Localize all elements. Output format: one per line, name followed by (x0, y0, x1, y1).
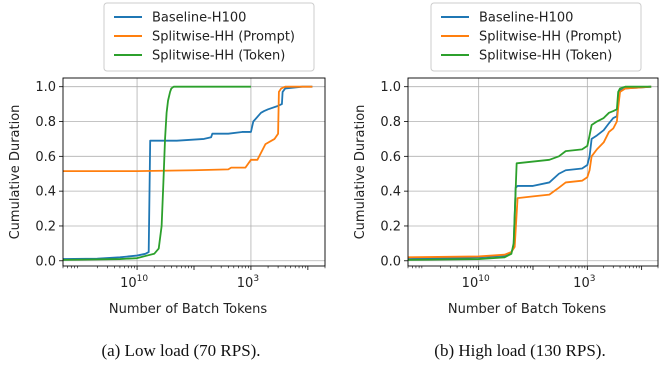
legend-label: Splitwise-HH (Token) (479, 49, 612, 64)
legend-box (103, 2, 315, 72)
y-tick-label: 0.6 (35, 150, 56, 165)
y-tick-label: 0.2 (35, 219, 56, 234)
series-line-splitwise-hh-token (408, 85, 652, 261)
plot-frame (407, 77, 659, 267)
legend-label: Baseline-H100 (152, 11, 246, 26)
x-tick-label: 103 (237, 274, 259, 291)
x-tick-label: 103 (573, 274, 595, 291)
series-line-splitwise-hh-prompt (63, 85, 313, 173)
legend: Baseline-H100 Splitwise-HH (Prompt) Splitw… (430, 2, 642, 72)
legend-label: Baseline-H100 (479, 11, 573, 26)
x-axis-label: Number of Batch Tokens (448, 302, 607, 317)
legend-label: Splitwise-HH (Prompt) (152, 30, 295, 45)
chart-panel-right: 0.0 0.2 0.4 0.6 0.8 1.0 1010 103 Number of Batch… (353, 2, 659, 360)
legend: Baseline-H100 Splitwise-HH (Prompt) Splitw… (103, 2, 315, 72)
plot-frame (62, 77, 326, 267)
series-line-baseline-h100 (408, 85, 652, 260)
y-tick-label: 0.2 (380, 219, 401, 234)
legend-label: Splitwise-HH (Token) (152, 49, 285, 64)
y-axis-label: Cumulative Duration (353, 105, 368, 240)
x-tick-label: 1010 (120, 274, 148, 291)
legend-label: Splitwise-HH (Prompt) (479, 30, 622, 45)
legend-box (430, 2, 642, 72)
y-axis-label: Cumulative Duration (8, 105, 23, 240)
x-axis-label: Number of Batch Tokens (109, 302, 268, 317)
x-tick-label: 1010 (462, 274, 490, 291)
y-tick-label: 0.4 (380, 185, 401, 200)
y-tick-label: 0.0 (380, 254, 401, 269)
series-line-baseline-h100 (63, 85, 313, 260)
series-line-splitwise-hh-prompt (408, 85, 652, 259)
y-tick-label: 1.0 (380, 80, 401, 95)
y-tick-label: 0.4 (35, 185, 56, 200)
chart-panel-left: 0.0 0.2 0.4 0.6 0.8 1.0 1010 103 Number of Batch… (8, 2, 326, 360)
figure-caption: (a) Low load (70 RPS). (101, 341, 260, 360)
y-tick-label: 0.8 (35, 115, 56, 130)
y-tick-label: 0.8 (380, 115, 401, 130)
y-tick-label: 0.0 (35, 254, 56, 269)
y-tick-label: 0.6 (380, 150, 401, 165)
y-tick-label: 1.0 (35, 80, 56, 95)
series-line-splitwise-hh-token (63, 85, 251, 261)
figure-caption: (b) High load (130 RPS). (434, 341, 605, 360)
